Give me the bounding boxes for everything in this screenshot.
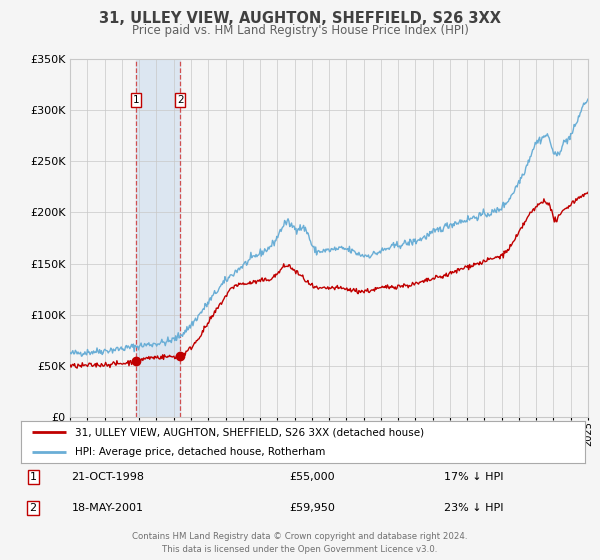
Text: £55,000: £55,000 xyxy=(289,472,335,482)
Bar xyxy=(136,59,181,417)
Text: This data is licensed under the Open Government Licence v3.0.: This data is licensed under the Open Gov… xyxy=(163,545,437,554)
Text: 23% ↓ HPI: 23% ↓ HPI xyxy=(444,503,503,513)
Text: HPI: Average price, detached house, Rotherham: HPI: Average price, detached house, Roth… xyxy=(74,447,325,457)
Text: 31, ULLEY VIEW, AUGHTON, SHEFFIELD, S26 3XX (detached house): 31, ULLEY VIEW, AUGHTON, SHEFFIELD, S26 … xyxy=(74,427,424,437)
Text: 2: 2 xyxy=(177,95,184,105)
Text: 1: 1 xyxy=(133,95,139,105)
Text: 1: 1 xyxy=(29,472,37,482)
Text: 18-MAY-2001: 18-MAY-2001 xyxy=(72,503,144,513)
Text: Contains HM Land Registry data © Crown copyright and database right 2024.: Contains HM Land Registry data © Crown c… xyxy=(132,532,468,541)
Text: 21-OCT-1998: 21-OCT-1998 xyxy=(71,472,145,482)
Text: 31, ULLEY VIEW, AUGHTON, SHEFFIELD, S26 3XX: 31, ULLEY VIEW, AUGHTON, SHEFFIELD, S26 … xyxy=(99,11,501,26)
Text: 17% ↓ HPI: 17% ↓ HPI xyxy=(444,472,503,482)
Text: 2: 2 xyxy=(29,503,37,513)
Text: Price paid vs. HM Land Registry's House Price Index (HPI): Price paid vs. HM Land Registry's House … xyxy=(131,24,469,36)
Text: £59,950: £59,950 xyxy=(289,503,335,513)
